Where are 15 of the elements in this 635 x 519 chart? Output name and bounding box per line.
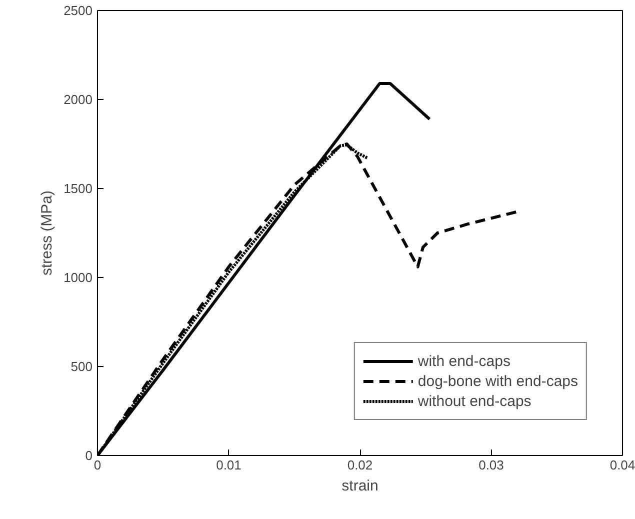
x-tick-label: 0.01 [216,458,242,472]
legend-label: with end-caps [418,352,510,370]
x-axis-title: strain [342,478,378,494]
y-tick-label: 500 [70,359,93,374]
y-tick-label: 2000 [64,92,92,107]
legend-label: dog-bone with end-caps [418,372,578,390]
y-tick-label: 0 [85,448,93,463]
y-tick-label: 2500 [64,3,92,18]
y-tick-label: 1000 [64,270,92,285]
x-tick-label: 0.02 [347,458,373,472]
legend-label: without end-caps [418,392,532,410]
x-tick-label: 0.03 [478,458,504,472]
y-tick-label: 1500 [64,181,92,196]
y-axis-title: stress (MPa) [38,190,56,276]
x-tick-label: 0.04 [610,458,635,472]
